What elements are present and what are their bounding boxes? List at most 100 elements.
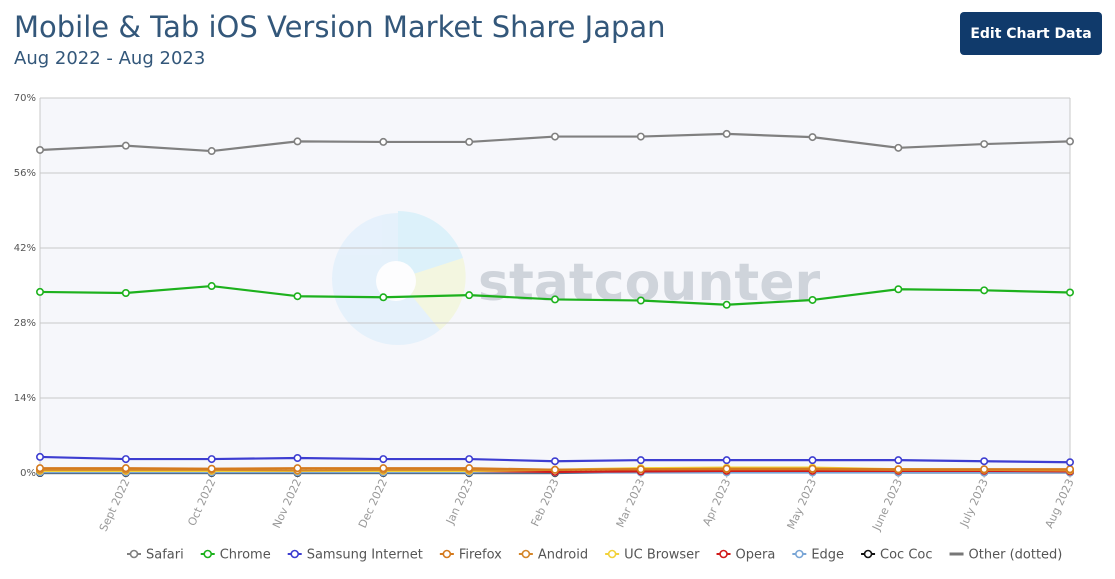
y-tick-label: 70%	[14, 93, 36, 104]
watermark-text: statcounter	[478, 253, 820, 313]
x-tick-label: June 2023	[869, 477, 905, 534]
data-point-firefox[interactable]	[636, 465, 645, 474]
legend-item-chrome[interactable]: Chrome	[200, 548, 271, 563]
legend-item-android[interactable]: Android	[518, 548, 588, 563]
legend: Safari Chrome Samsung Internet Firefox Andro…	[127, 548, 1062, 563]
data-point-samsung-internet[interactable]	[980, 457, 989, 466]
legend-item-opera[interactable]: Opera	[716, 548, 776, 563]
x-axis: Sept 2022 Oct 2022 Nov 2022 Dec 2022 Jan 202…	[97, 473, 1077, 534]
data-point-chrome[interactable]	[35, 287, 44, 296]
x-tick-label: Aug 2023	[1043, 477, 1077, 531]
legend-item-coc-coc[interactable]: Coc Coc	[861, 548, 933, 563]
data-point-firefox[interactable]	[35, 464, 44, 473]
legend-item-edge[interactable]: Edge	[792, 548, 844, 563]
data-point-firefox[interactable]	[293, 464, 302, 473]
legend-label: Chrome	[220, 548, 271, 563]
data-point-safari[interactable]	[980, 140, 989, 149]
legend-item-uc-browser[interactable]: UC Browser	[605, 548, 700, 563]
x-tick-label: July 2023	[957, 477, 991, 530]
data-point-firefox[interactable]	[808, 464, 817, 473]
x-tick-label: Dec 2022	[356, 477, 390, 530]
x-tick-label: Oct 2022	[185, 477, 218, 528]
data-point-safari[interactable]	[465, 137, 474, 146]
legend-marker	[863, 549, 873, 559]
data-point-samsung-internet[interactable]	[722, 456, 731, 465]
data-point-firefox[interactable]	[980, 465, 989, 474]
data-point-chrome[interactable]	[293, 292, 302, 301]
data-point-chrome[interactable]	[465, 291, 474, 300]
data-point-firefox[interactable]	[894, 465, 903, 474]
data-point-samsung-internet[interactable]	[35, 452, 44, 461]
legend-item-safari[interactable]: Safari	[127, 548, 184, 563]
legend-item-firefox[interactable]: Firefox	[439, 548, 502, 563]
legend-label: UC Browser	[624, 548, 700, 563]
data-point-chrome[interactable]	[808, 295, 817, 304]
data-point-chrome[interactable]	[1066, 288, 1075, 297]
legend-marker	[442, 549, 452, 559]
data-point-samsung-internet[interactable]	[121, 455, 130, 464]
legend-item-samsung-internet[interactable]: Samsung Internet	[287, 548, 423, 563]
legend-marker	[719, 549, 728, 559]
x-tick-label: Jan 2023	[443, 477, 476, 527]
data-point-chrome[interactable]	[550, 295, 559, 304]
data-point-firefox[interactable]	[379, 464, 388, 473]
data-point-safari[interactable]	[379, 137, 388, 146]
data-point-safari[interactable]	[894, 143, 903, 152]
data-point-safari[interactable]	[1066, 137, 1075, 146]
data-point-firefox[interactable]	[1066, 465, 1075, 474]
data-point-safari[interactable]	[293, 137, 302, 146]
x-tick-label: Mar 2023	[614, 477, 648, 530]
data-point-samsung-internet[interactable]	[894, 456, 903, 465]
data-point-samsung-internet[interactable]	[808, 456, 817, 465]
legend-label: Android	[538, 548, 588, 563]
data-point-chrome[interactable]	[121, 288, 130, 297]
data-point-safari[interactable]	[808, 133, 817, 142]
y-tick-label: 28%	[14, 318, 36, 329]
y-tick-label: 14%	[14, 393, 36, 404]
data-point-safari[interactable]	[207, 147, 216, 156]
watermark-logo-slice	[398, 210, 463, 279]
x-tick-label: Feb 2023	[528, 477, 561, 529]
data-point-chrome[interactable]	[636, 296, 645, 305]
data-point-samsung-internet[interactable]	[636, 456, 645, 465]
legend-marker	[607, 549, 617, 559]
data-point-firefox[interactable]	[722, 464, 731, 473]
series-group	[35, 129, 1075, 477]
data-point-chrome[interactable]	[379, 293, 388, 302]
data-point-safari[interactable]	[722, 129, 731, 138]
page-title: Mobile & Tab iOS Version Market Share Ja…	[14, 10, 666, 44]
legend-label: Opera	[736, 548, 776, 563]
data-point-samsung-internet[interactable]	[379, 455, 388, 464]
data-point-firefox[interactable]	[465, 464, 474, 473]
data-point-chrome[interactable]	[980, 286, 989, 295]
data-point-chrome[interactable]	[722, 300, 731, 309]
data-point-chrome[interactable]	[894, 285, 903, 294]
data-point-safari[interactable]	[636, 132, 645, 141]
data-point-safari[interactable]	[121, 141, 130, 150]
legend-marker	[129, 549, 139, 559]
data-point-safari[interactable]	[550, 132, 559, 141]
data-point-samsung-internet[interactable]	[1066, 458, 1075, 467]
data-point-firefox[interactable]	[121, 464, 130, 473]
legend-label: Edge	[811, 548, 844, 563]
data-point-firefox[interactable]	[207, 464, 216, 473]
y-tick-label: 0%	[20, 468, 36, 479]
y-tick-label: 42%	[14, 243, 36, 254]
data-point-samsung-internet[interactable]	[465, 455, 474, 464]
legend-marker	[290, 549, 300, 559]
legend-label: Other (dotted)	[969, 548, 1063, 563]
data-point-firefox[interactable]	[550, 465, 559, 474]
data-point-chrome[interactable]	[207, 282, 216, 291]
data-point-samsung-internet[interactable]	[550, 457, 559, 466]
y-tick-label: 56%	[14, 168, 36, 179]
legend-item-other-dotted[interactable]: Other (dotted)	[949, 548, 1063, 563]
edit-chart-data-button[interactable]: Edit Chart Data	[960, 12, 1102, 55]
legend-marker	[203, 549, 213, 559]
data-point-safari[interactable]	[35, 145, 44, 154]
data-point-samsung-internet[interactable]	[207, 455, 216, 464]
watermark-logo-hole	[376, 261, 416, 301]
data-point-samsung-internet[interactable]	[293, 453, 302, 462]
legend-label: Firefox	[459, 548, 502, 563]
page-subtitle: Aug 2022 - Aug 2023	[14, 48, 206, 69]
